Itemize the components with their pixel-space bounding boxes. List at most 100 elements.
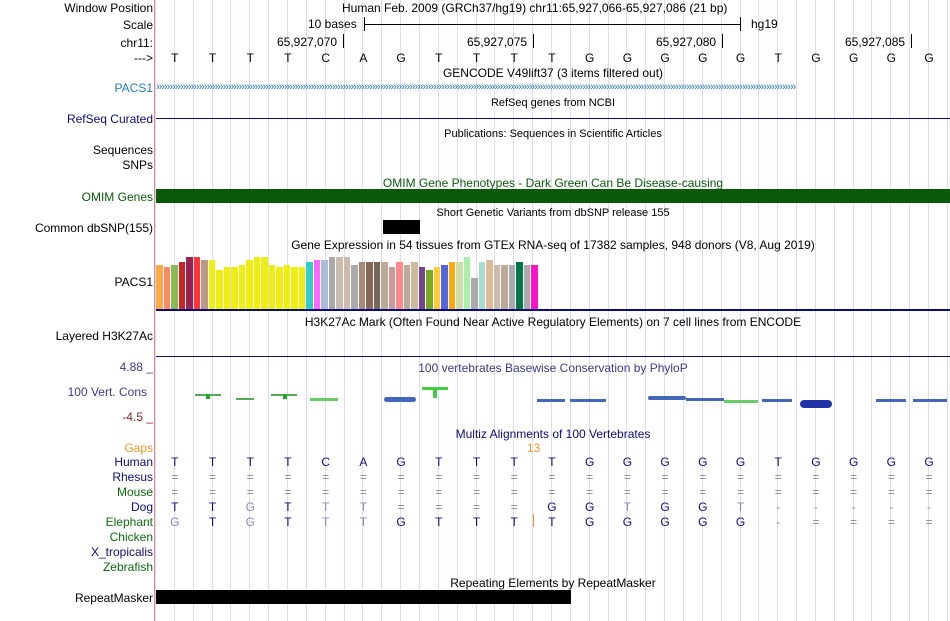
gtex-tissue-bar[interactable] (193, 257, 200, 309)
refseq-track-title[interactable]: RefSeq genes from NCBI (490, 97, 616, 109)
alignment-base: G (245, 515, 255, 529)
gtex-tissue-bar[interactable] (223, 267, 230, 309)
species-label-x-tropicalis[interactable]: X_tropicalis (90, 545, 153, 559)
dbsnp-variant[interactable] (383, 220, 420, 234)
gtex-tissue-bar[interactable] (523, 265, 530, 309)
gtex-tissue-bar[interactable] (418, 267, 425, 309)
dbsnp-track-title[interactable]: Short Genetic Variants from dbSNP releas… (436, 207, 670, 219)
species-label-human[interactable]: Human (114, 455, 153, 469)
h3k27ac-label[interactable]: Layered H3K27Ac (55, 329, 153, 343)
publications-snps-label[interactable]: SNPs (122, 158, 153, 172)
gtex-tissue-bar[interactable] (298, 267, 305, 309)
gtex-tissue-bar[interactable] (178, 262, 185, 309)
gtex-tissue-bar[interactable] (313, 260, 320, 309)
species-label-chicken[interactable]: Chicken (109, 530, 153, 544)
alignment-base: T (322, 515, 330, 529)
gtex-tissue-bar[interactable] (433, 267, 440, 309)
repeatmasker-element[interactable] (156, 590, 571, 604)
phylop-label[interactable]: 100 Vert. Cons (67, 385, 147, 399)
gtex-tissue-bar[interactable] (493, 265, 500, 309)
base-letter: G (848, 51, 859, 65)
repeatmasker-track-title[interactable]: Repeating Elements by RepeatMasker (450, 576, 656, 590)
gtex-tissue-bar[interactable] (463, 257, 470, 309)
publications-track-title[interactable]: Publications: Sequences in Scientific Ar… (444, 128, 662, 140)
gtex-tissue-bar[interactable] (186, 257, 193, 309)
gtex-tissue-bar[interactable] (163, 267, 170, 309)
gtex-tissue-bar[interactable] (351, 265, 358, 309)
refseq-feature-line[interactable] (156, 118, 950, 119)
gtex-tissue-bar[interactable] (156, 265, 163, 309)
gtex-tissue-bar[interactable] (501, 265, 508, 309)
gencode-track-title[interactable]: GENCODE V49lift37 (3 items filtered out) (442, 66, 664, 80)
phylop-track-title[interactable]: 100 vertebrates Basewise Conservation by… (418, 361, 688, 375)
gtex-tissue-bar[interactable] (171, 265, 178, 309)
species-label-mouse[interactable]: Mouse (116, 485, 153, 499)
alignment-base: = (736, 485, 744, 499)
gtex-tissue-bar[interactable] (231, 267, 238, 309)
species-label-elephant[interactable]: Elephant (105, 515, 153, 529)
gtex-tissue-bar[interactable] (381, 262, 388, 309)
gtex-tissue-bar[interactable] (328, 257, 335, 309)
gtex-tissue-bar[interactable] (268, 265, 275, 309)
gencode-gene-label[interactable]: PACS1 (114, 81, 153, 95)
gtex-label[interactable]: PACS1 (114, 275, 153, 289)
gtex-tissue-bar[interactable] (253, 257, 260, 309)
alignment-base: G (698, 515, 708, 529)
gtex-tissue-bar[interactable] (373, 262, 380, 309)
omim-feature-bar[interactable] (156, 189, 950, 203)
gtex-tissue-bar[interactable] (358, 262, 365, 309)
species-label-zebrafish[interactable]: Zebrafish (102, 560, 153, 574)
gap-count[interactable]: 13 (527, 441, 541, 455)
gtex-tissue-bar[interactable] (216, 270, 223, 309)
species-label-rhesus[interactable]: Rhesus (112, 470, 153, 484)
gtex-tissue-bar[interactable] (411, 262, 418, 309)
dbsnp-label[interactable]: Common dbSNP(155) (34, 221, 153, 235)
gtex-tissue-bar[interactable] (508, 265, 515, 309)
gtex-tissue-bar[interactable] (441, 265, 448, 309)
gtex-track-title[interactable]: Gene Expression in 54 tissues from GTEx … (291, 238, 815, 252)
gtex-tissue-bar[interactable] (306, 262, 313, 309)
gtex-tissue-bar[interactable] (531, 265, 538, 309)
gtex-tissue-bar[interactable] (321, 260, 328, 309)
gtex-tissue-bar[interactable] (208, 260, 215, 309)
gtex-tissue-bar[interactable] (336, 257, 343, 309)
gtex-tissue-bar[interactable] (396, 262, 403, 309)
repeatmasker-label[interactable]: RepeatMasker (74, 591, 153, 605)
gtex-tissue-bar[interactable] (261, 257, 268, 309)
omim-track-title[interactable]: OMIM Gene Phenotypes - Dark Green Can Be… (382, 176, 724, 190)
alignment-base: T (774, 455, 782, 469)
gtex-tissue-bar[interactable] (516, 262, 523, 309)
h3k27ac-track-title[interactable]: H3K27Ac Mark (Often Found Near Active Re… (304, 315, 802, 329)
gtex-tissue-bar[interactable] (343, 257, 350, 309)
gtex-tissue-bar[interactable] (448, 262, 455, 309)
position-ruler-4: 65,927,085 (845, 35, 906, 49)
gtex-tissue-bar[interactable] (426, 270, 433, 309)
gtex-tissue-bar[interactable] (478, 262, 485, 309)
gtex-tissue-bar[interactable] (246, 260, 253, 309)
gaps-label[interactable]: Gaps (124, 441, 153, 455)
gtex-tissue-bar[interactable] (291, 267, 298, 309)
assembly-position[interactable]: Human Feb. 2009 (GRCh37/hg19) chr11:65,9… (342, 1, 728, 15)
refseq-label[interactable]: RefSeq Curated (66, 112, 153, 126)
species-label-dog[interactable]: Dog (130, 500, 153, 514)
gencode-gene-feature[interactable]: ››››››››››››››››››››››››››››››››››››››››… (156, 81, 796, 93)
gtex-tissue-bar[interactable] (238, 265, 245, 309)
gtex-tissue-bar[interactable] (276, 267, 283, 309)
omim-label[interactable]: OMIM Genes (81, 190, 153, 204)
gtex-tissue-bar[interactable] (388, 267, 395, 309)
gtex-tissue-bar[interactable] (471, 278, 478, 309)
gtex-tissue-bar[interactable] (486, 260, 493, 309)
gtex-tissue-bar[interactable] (201, 260, 208, 309)
alignment-base: C (321, 455, 330, 469)
multiz-track-title[interactable]: Multiz Alignments of 100 Vertebrates (455, 427, 651, 441)
alignment-base: = (209, 485, 217, 499)
gtex-tissue-bar[interactable] (283, 265, 290, 309)
alignment-base: = (322, 470, 330, 484)
gtex-tissue-bar[interactable] (366, 262, 373, 309)
gtex-tissue-bar[interactable] (456, 262, 463, 309)
alignment-base: G (584, 455, 595, 469)
gtex-tissue-bar[interactable] (403, 265, 410, 309)
alignment-base: G (735, 455, 746, 469)
publications-sequences-label[interactable]: Sequences (92, 143, 153, 157)
alignment-base: = (850, 470, 858, 484)
